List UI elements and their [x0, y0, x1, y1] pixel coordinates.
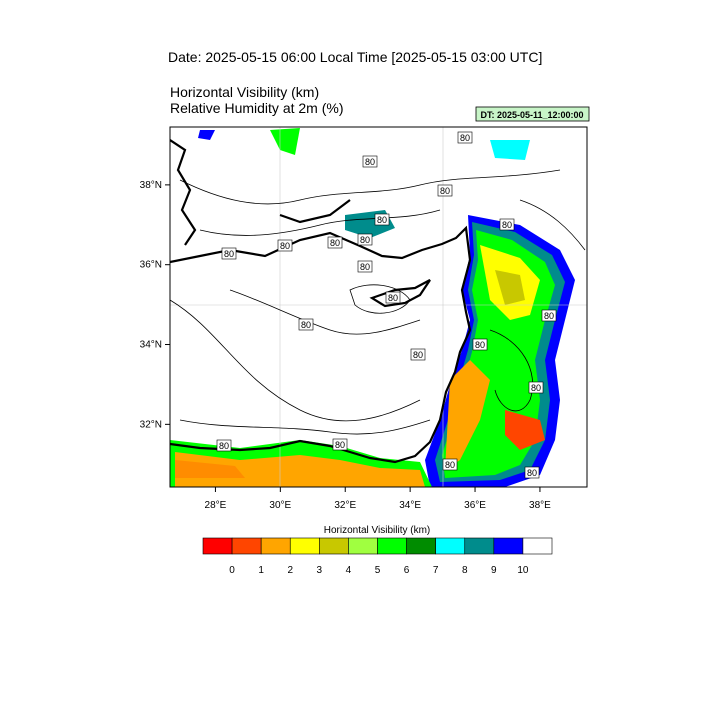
contour-label: 80	[365, 157, 375, 167]
map-frame	[169, 126, 588, 488]
colorbar-label: 0	[229, 565, 235, 576]
x-tick-label: 32°E	[334, 500, 356, 511]
contour-label: 80	[280, 241, 290, 251]
contour-label-box	[472, 338, 488, 351]
subtitle: Relative Humidity at 2m (%)	[170, 100, 344, 116]
contour-label: 80	[531, 383, 541, 393]
field-red	[505, 410, 545, 450]
contour-label-box	[216, 439, 232, 452]
colorbar-swatch	[319, 537, 349, 555]
contour-label: 80	[330, 238, 340, 248]
contour-label: 80	[360, 235, 370, 245]
contour-label: 80	[388, 293, 398, 303]
contour-label-box	[374, 213, 390, 226]
colorbar-label: 7	[433, 565, 439, 576]
contour-label-box	[298, 318, 314, 331]
contour-label: 80	[377, 215, 387, 225]
colorbar-label: 5	[375, 565, 381, 576]
colorbar: 0 1 2 3 4 5 6 7 8 9 10	[202, 537, 553, 576]
axes: 28°E 30°E 32°E 34°E 36°E 38°E 32°N 34°N 36°N 38°N	[140, 180, 552, 511]
contour-label-box	[332, 438, 348, 451]
field-cyan	[490, 140, 530, 160]
field-orange	[175, 452, 425, 487]
contour-label-box	[437, 184, 453, 197]
field-blue	[198, 130, 215, 140]
colorbar-label: 3	[317, 565, 323, 576]
field-green	[270, 128, 300, 155]
colorbar-label: 6	[404, 565, 410, 576]
x-tick-label: 28°E	[205, 500, 227, 511]
colorbar-swatch	[202, 537, 233, 555]
colorbar-label: 10	[517, 565, 529, 576]
colorbar-swatch	[289, 537, 320, 555]
x-tick-label: 30°E	[269, 500, 291, 511]
contour-label-box	[362, 155, 378, 168]
field-olive	[495, 270, 525, 305]
colorbar-label: 8	[462, 565, 468, 576]
contour-label-box	[528, 381, 544, 394]
colorbar-swatch	[260, 537, 291, 555]
contour-label-box	[457, 131, 473, 144]
contour-label-box	[541, 309, 557, 322]
contour-label-box	[499, 218, 515, 231]
contour-label: 80	[527, 468, 537, 478]
contour-label: 80	[335, 440, 345, 450]
contour-label-box	[221, 247, 237, 260]
colorbar-swatch	[435, 537, 466, 555]
x-tick-label: 36°E	[464, 500, 486, 511]
colorbar-label: 9	[491, 565, 497, 576]
contour-label-box	[357, 260, 373, 273]
contour-labels: 80 80 80 80 80 80 80 80 80 80 80 80 80 80 80 80 80 80 80 80	[216, 131, 557, 479]
colorbar-swatch	[406, 537, 436, 555]
contour-label: 80	[475, 340, 485, 350]
contour-label-box	[524, 466, 540, 479]
colorbar-swatch	[231, 537, 262, 555]
contour-label-box	[442, 458, 458, 471]
contour-label: 80	[219, 441, 229, 451]
colorbar-label: 4	[346, 565, 352, 576]
map: 80 80 80 80 80 80 80 80 80 80 80 80 80 80 80 80 80 80 80 80	[170, 127, 587, 487]
dt-box	[475, 106, 590, 122]
x-tick-label: 38°E	[529, 500, 551, 511]
colorbar-title: Horizontal Visibility (km)	[324, 525, 431, 536]
subtitle: Horizontal Visibility (km)	[170, 84, 319, 100]
contour-label: 80	[460, 133, 470, 143]
x-tick-label: 34°E	[399, 500, 421, 511]
contour-label: 80	[413, 350, 423, 360]
contours	[170, 169, 586, 435]
colorbar-swatch	[522, 537, 553, 555]
colorbar-swatch	[348, 537, 378, 555]
contour-label: 80	[440, 186, 450, 196]
y-tick-label: 34°N	[140, 340, 162, 351]
contour-label-box	[327, 236, 343, 249]
dt-label: DT: 2025-05-11_12:00:00	[480, 110, 583, 120]
colorbar-label: 2	[287, 565, 293, 576]
contour-label: 80	[360, 262, 370, 272]
contour-label-box	[385, 291, 401, 304]
y-tick-label: 36°N	[140, 260, 162, 271]
contour-label-box	[357, 233, 373, 246]
y-tick-label: 32°N	[140, 419, 162, 430]
field-orange	[175, 460, 245, 478]
colorbar-swatch	[377, 537, 407, 555]
contour-label-box	[410, 348, 426, 361]
contour-label: 80	[301, 320, 311, 330]
contour-label-box	[277, 239, 293, 252]
contour-label: 80	[544, 311, 554, 321]
colorbar-swatch	[464, 537, 495, 555]
contour-label: 80	[502, 220, 512, 230]
contour-label: 80	[224, 249, 234, 259]
title: Date: 2025-05-15 06:00 Local Time [2025-…	[168, 49, 542, 65]
colorbar-swatch	[493, 537, 524, 555]
y-tick-label: 38°N	[140, 180, 162, 191]
contour-label: 80	[445, 460, 455, 470]
colorbar-label: 1	[258, 565, 264, 576]
field-orange	[445, 360, 490, 470]
